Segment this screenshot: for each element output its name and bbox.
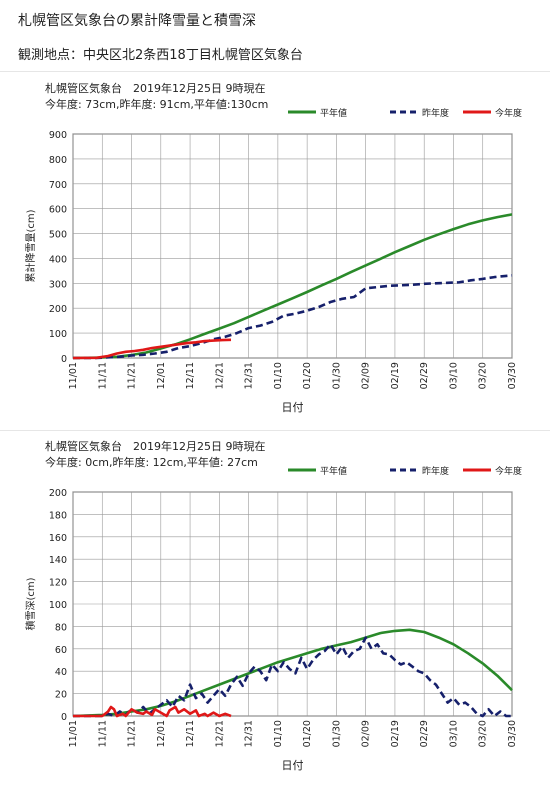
x-tick-label: 01/30 — [331, 720, 342, 747]
series-line-last-year — [73, 636, 512, 718]
legend-label-2: 今年度 — [495, 465, 522, 477]
x-tick-label: 01/30 — [331, 362, 342, 389]
y-tick-label: 60 — [55, 645, 67, 656]
legend-label-2: 今年度 — [495, 107, 522, 119]
x-tick-label: 11/11 — [97, 720, 108, 747]
y-tick-label: 0 — [61, 354, 67, 365]
x-tick-label: 02/29 — [419, 362, 430, 389]
y-tick-label: 20 — [55, 690, 67, 701]
x-tick-label: 12/31 — [244, 720, 255, 747]
x-tick-label: 01/10 — [273, 362, 284, 389]
y-tick-label: 0 — [61, 712, 67, 723]
x-tick-label: 03/30 — [507, 720, 518, 747]
y-tick-label: 300 — [49, 279, 67, 290]
x-tick-label: 03/20 — [478, 720, 489, 747]
chart-header-line2: 今年度: 0cm,昨年度: 12cm,平年値: 27cm — [45, 455, 258, 469]
y-tick-label: 900 — [49, 130, 67, 141]
y-tick-label: 40 — [55, 667, 67, 678]
y-tick-label: 400 — [49, 254, 67, 265]
y-tick-label: 100 — [49, 329, 67, 340]
x-tick-label: 12/01 — [156, 362, 167, 389]
y-tick-label: 120 — [49, 578, 67, 589]
x-tick-label: 02/29 — [419, 720, 430, 747]
y-axis-title: 累計降雪量(cm) — [24, 209, 37, 282]
legend-label-1: 昨年度 — [422, 107, 449, 119]
page-title: 札幌管区気象台の累計降雪量と積雪深 — [18, 13, 256, 29]
series-line-last-year — [73, 274, 513, 360]
y-tick-label: 80 — [55, 622, 67, 633]
x-axis-title: 日付 — [282, 759, 304, 772]
series-line-normal — [72, 213, 513, 360]
station-subtitle: 観測地点：中央区北2条西18丁目札幌管区気象台 — [18, 48, 303, 63]
x-tick-label: 03/20 — [478, 362, 489, 389]
y-tick-label: 700 — [49, 180, 67, 191]
series-line-this-year — [73, 705, 232, 718]
divider-middle — [0, 430, 550, 431]
x-tick-label: 11/21 — [127, 720, 138, 747]
x-tick-label: 02/09 — [361, 720, 372, 747]
legend-label-1: 昨年度 — [422, 465, 449, 477]
y-tick-label: 800 — [49, 155, 67, 166]
x-tick-label: 11/11 — [97, 362, 108, 389]
x-tick-label: 03/10 — [448, 720, 459, 747]
x-tick-label: 03/30 — [507, 362, 518, 389]
x-tick-label: 12/11 — [185, 720, 196, 747]
x-tick-label: 01/20 — [302, 720, 313, 747]
x-tick-label: 03/10 — [448, 362, 459, 389]
series-line-this-year — [72, 338, 232, 360]
x-tick-label: 01/10 — [273, 720, 284, 747]
x-tick-label: 02/19 — [390, 362, 401, 389]
x-tick-label: 11/01 — [68, 720, 79, 747]
divider-top — [0, 71, 550, 72]
x-tick-label: 12/01 — [156, 720, 167, 747]
y-tick-label: 500 — [49, 230, 67, 241]
x-tick-label: 11/21 — [127, 362, 138, 389]
y-tick-label: 160 — [49, 533, 67, 544]
plot-area — [72, 133, 513, 359]
x-tick-label: 12/11 — [185, 362, 196, 389]
chart-header-line1: 札幌管区気象台 2019年12月25日 9時現在 — [45, 81, 265, 95]
x-tick-label: 12/21 — [214, 362, 225, 389]
y-tick-label: 180 — [49, 510, 67, 521]
x-tick-label: 12/21 — [214, 720, 225, 747]
chart-header-line1: 札幌管区気象台 2019年12月25日 9時現在 — [45, 439, 265, 453]
y-tick-label: 200 — [49, 488, 67, 499]
x-tick-label: 02/09 — [361, 362, 372, 389]
x-tick-label: 02/19 — [390, 720, 401, 747]
x-tick-label: 11/01 — [68, 362, 79, 389]
y-tick-label: 100 — [49, 600, 67, 611]
series-line-normal — [72, 628, 513, 718]
x-tick-label: 12/31 — [244, 362, 255, 389]
y-tick-label: 600 — [49, 205, 67, 216]
legend-label-0: 平年値 — [320, 465, 347, 477]
x-tick-label: 01/20 — [302, 362, 313, 389]
y-axis-title: 積雪深(cm) — [24, 577, 37, 630]
y-tick-label: 140 — [49, 555, 67, 566]
chart-header-line2: 今年度: 73cm,昨年度: 91cm,平年値:130cm — [45, 97, 268, 111]
y-tick-label: 200 — [49, 304, 67, 315]
x-axis-title: 日付 — [282, 401, 304, 414]
legend-label-0: 平年値 — [320, 107, 347, 119]
